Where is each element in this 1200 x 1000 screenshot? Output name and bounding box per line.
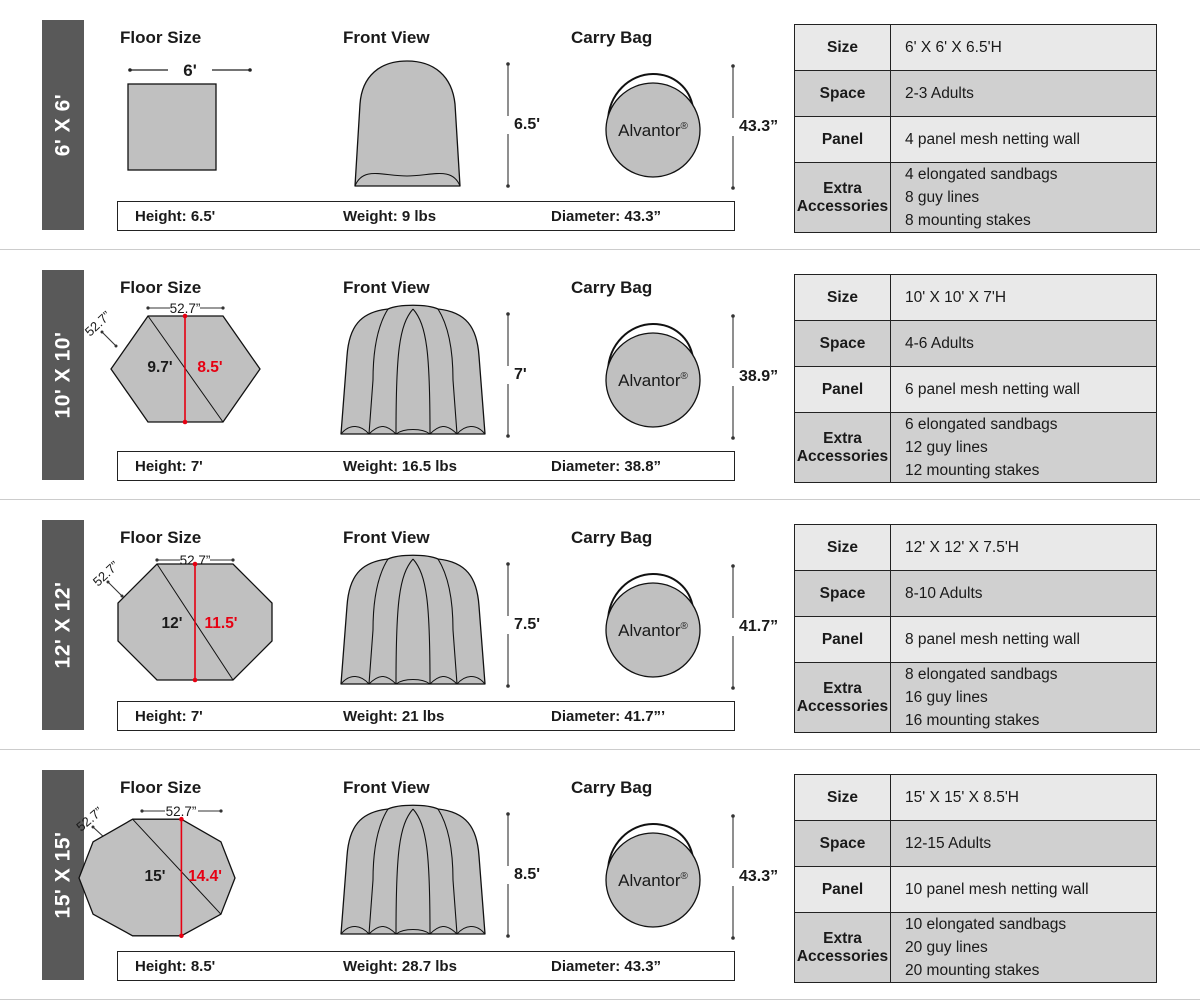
- svg-text:Alvantor®: Alvantor®: [618, 621, 688, 640]
- svg-text:12': 12': [162, 615, 183, 632]
- svg-text:52.7”: 52.7”: [73, 804, 105, 835]
- svg-text:52.7”: 52.7”: [82, 308, 114, 339]
- svg-text:52.7”: 52.7”: [90, 558, 122, 589]
- svg-text:7.5': 7.5': [514, 616, 540, 633]
- svg-text:Alvantor®: Alvantor®: [618, 371, 688, 390]
- svg-text:43.3”: 43.3”: [739, 118, 778, 135]
- svg-text:8.5': 8.5': [514, 866, 540, 883]
- svg-text:43.3”: 43.3”: [739, 868, 778, 885]
- svg-text:9.7': 9.7': [147, 359, 172, 376]
- svg-text:15': 15': [145, 868, 166, 885]
- svg-text:Alvantor®: Alvantor®: [618, 121, 688, 140]
- svg-text:Alvantor®: Alvantor®: [618, 871, 688, 890]
- svg-text:6.5': 6.5': [514, 116, 540, 133]
- svg-text:38.9”: 38.9”: [739, 368, 778, 385]
- svg-text:7': 7': [514, 366, 527, 383]
- svg-text:14.4': 14.4': [188, 868, 222, 885]
- svg-text:41.7”: 41.7”: [739, 618, 778, 635]
- svg-text:52.7”: 52.7”: [166, 804, 197, 819]
- svg-text:8.5': 8.5': [197, 359, 222, 376]
- svg-text:6': 6': [183, 61, 197, 80]
- svg-text:11.5': 11.5': [205, 615, 238, 632]
